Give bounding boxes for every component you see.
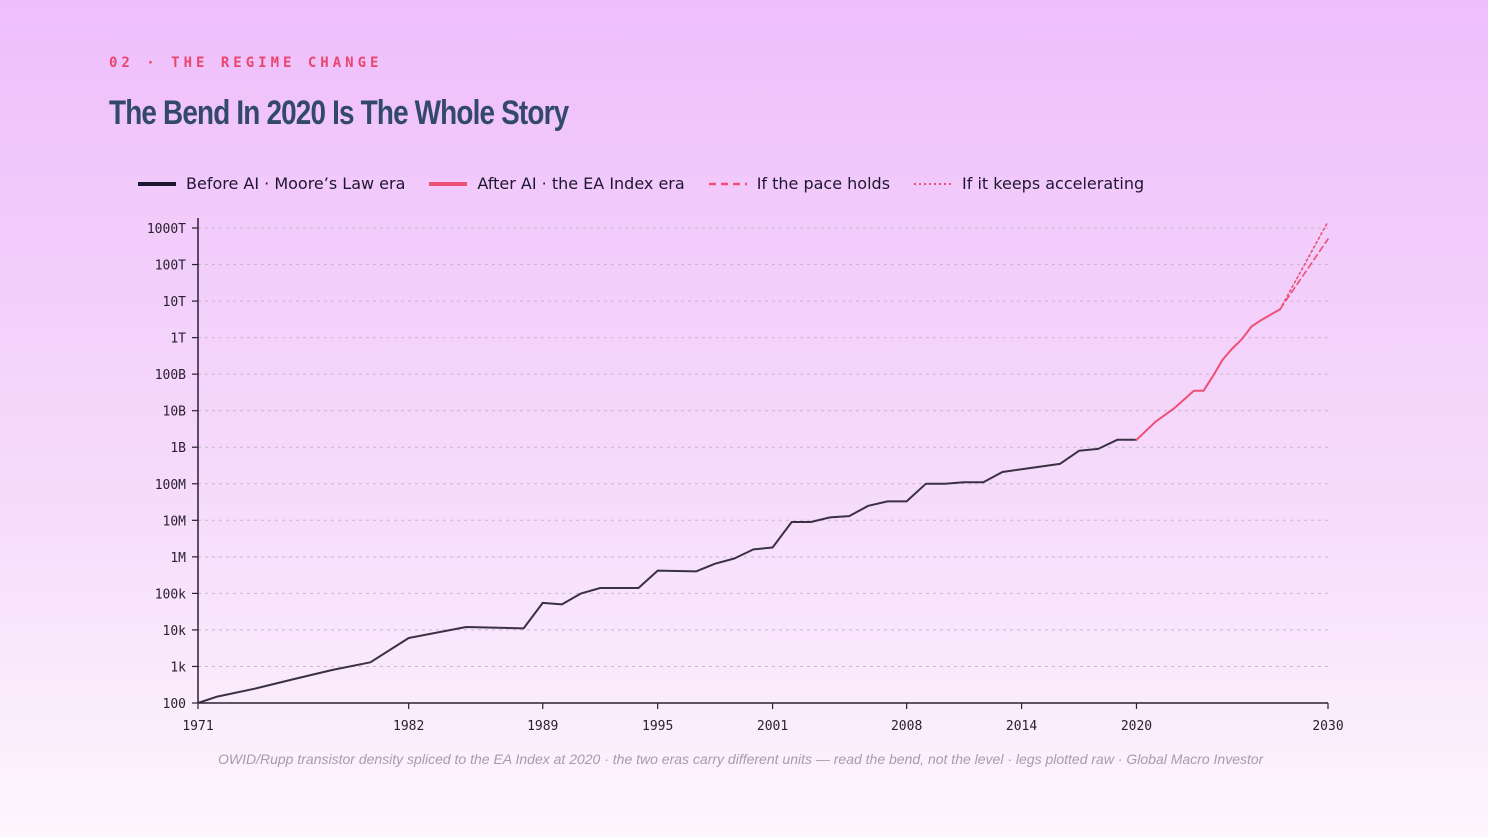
y-tick-label: 1M — [170, 551, 186, 566]
legend-item-pace-holds: If the pace holds — [708, 174, 891, 193]
series-line-3 — [1279, 220, 1329, 310]
x-tick-label: 2001 — [757, 719, 788, 734]
legend-label: Before AI · Moore’s Law era — [186, 174, 406, 193]
y-tick-label: 10k — [163, 624, 187, 639]
x-tick-label: 1971 — [182, 719, 213, 734]
legend-label: After AI · the EA Index era — [477, 174, 685, 193]
x-tick-label: 1995 — [642, 719, 673, 734]
axis-layer — [192, 218, 1329, 709]
x-tick-label: 2014 — [1006, 719, 1037, 734]
chart-legend: Before AI · Moore’s Law era After AI · t… — [138, 174, 1168, 193]
chart-footnote: OWID/Rupp transistor density spliced to … — [218, 751, 1264, 767]
legend-item-before-ai: Before AI · Moore’s Law era — [138, 174, 405, 193]
y-tick-label: 1T — [170, 332, 186, 347]
series-layer — [197, 220, 1329, 704]
y-tick-label: 100T — [155, 259, 186, 274]
y-tick-label: 10M — [163, 514, 187, 529]
y-tick-label: 10B — [163, 405, 187, 420]
series-line-2 — [1279, 238, 1329, 310]
y-tick-label: 100 — [163, 697, 186, 712]
legend-item-after-ai: After AI · the EA Index era — [429, 174, 685, 193]
legend-label: If the pace holds — [756, 174, 891, 193]
series-line-1 — [1135, 308, 1282, 441]
grid-layer — [198, 227, 1328, 667]
y-tick-label: 1000T — [147, 222, 186, 237]
legend-swatch-solid-pink — [429, 181, 468, 186]
legend-swatch-dotted-pink — [914, 182, 953, 185]
y-tick-label: 100M — [155, 478, 186, 493]
y-tick-label: 10T — [163, 295, 187, 310]
y-tick-label: 1B — [170, 441, 186, 456]
legend-swatch-dashed-pink — [708, 182, 747, 185]
x-tick-label: 1982 — [393, 719, 424, 734]
y-tick-label: 100B — [155, 368, 186, 383]
legend-swatch-solid-dark — [138, 181, 176, 186]
y-tick-label: 1k — [170, 660, 186, 675]
x-tick-label: 2030 — [1312, 719, 1343, 734]
legend-item-keeps-accelerating: If it keeps accelerating — [914, 174, 1144, 193]
page-title: The Bend In 2020 Is The Whole Story — [109, 94, 569, 132]
y-tick-label: 100k — [155, 587, 186, 602]
tick-label-layer: 100 1k 10k 100k 1M 10M 100M 1B 10B 100B 1T 10T 100T 1… — [147, 222, 1344, 734]
x-tick-label: 2020 — [1121, 719, 1152, 734]
x-tick-label: 2008 — [891, 719, 922, 734]
series-line-0 — [197, 438, 1138, 704]
section-eyebrow: 02 · THE REGIME CHANGE — [109, 55, 383, 71]
x-tick-label: 1989 — [527, 719, 558, 734]
legend-label: If it keeps accelerating — [962, 174, 1145, 193]
